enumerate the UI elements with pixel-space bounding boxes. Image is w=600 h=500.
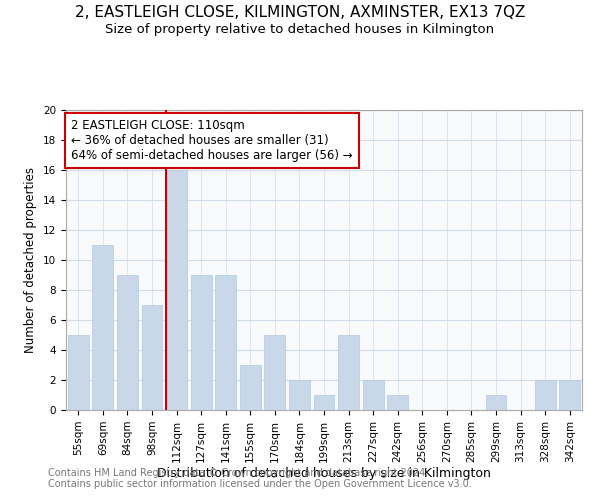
Text: Contains HM Land Registry data © Crown copyright and database right 2024.: Contains HM Land Registry data © Crown c…	[48, 468, 428, 477]
Bar	[68, 335, 89, 410]
Bar	[142, 305, 163, 410]
Bar	[559, 380, 580, 410]
Text: 2, EASTLEIGH CLOSE, KILMINGTON, AXMINSTER, EX13 7QZ: 2, EASTLEIGH CLOSE, KILMINGTON, AXMINSTE…	[75, 5, 525, 20]
Text: Contains public sector information licensed under the Open Government Licence v3: Contains public sector information licen…	[48, 479, 472, 489]
Bar	[215, 275, 236, 410]
Bar	[535, 380, 556, 410]
Bar	[314, 395, 334, 410]
Bar	[362, 380, 383, 410]
Bar	[387, 395, 408, 410]
Bar	[240, 365, 261, 410]
X-axis label: Distribution of detached houses by size in Kilmington: Distribution of detached houses by size …	[157, 468, 491, 480]
Bar	[265, 335, 286, 410]
Bar	[191, 275, 212, 410]
Bar	[92, 245, 113, 410]
Bar	[485, 395, 506, 410]
Bar	[338, 335, 359, 410]
Y-axis label: Number of detached properties: Number of detached properties	[25, 167, 37, 353]
Text: 2 EASTLEIGH CLOSE: 110sqm
← 36% of detached houses are smaller (31)
64% of semi-: 2 EASTLEIGH CLOSE: 110sqm ← 36% of detac…	[71, 119, 353, 162]
Bar	[117, 275, 138, 410]
Bar	[166, 170, 187, 410]
Bar	[289, 380, 310, 410]
Text: Size of property relative to detached houses in Kilmington: Size of property relative to detached ho…	[106, 22, 494, 36]
